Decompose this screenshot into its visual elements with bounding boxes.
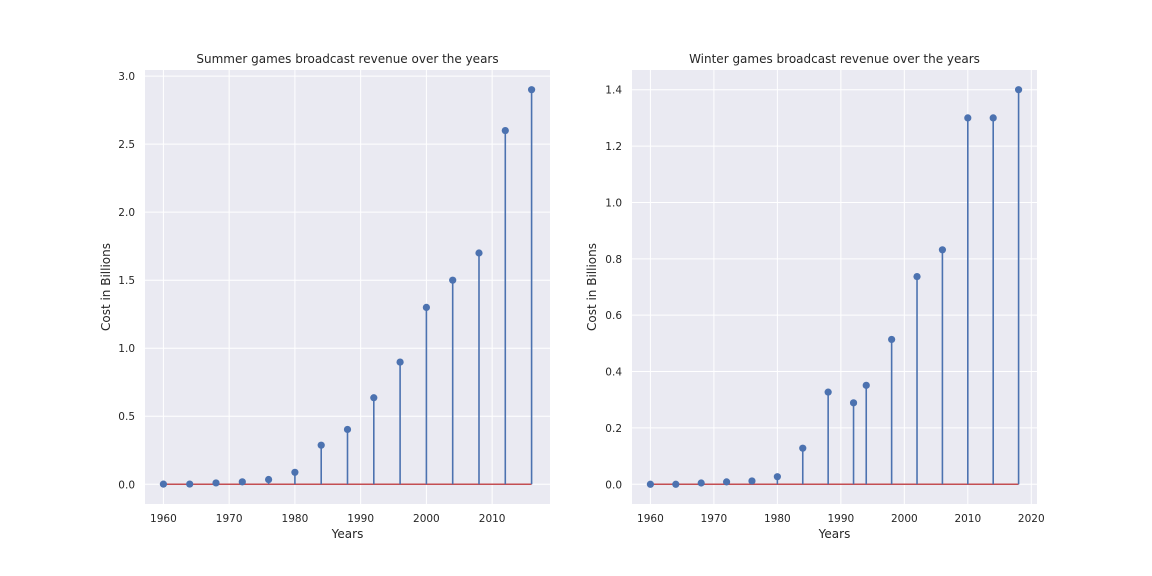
x-tick-label: 2000 xyxy=(413,513,440,525)
x-tick-label: 2020 xyxy=(1018,513,1045,525)
data-point xyxy=(849,399,858,407)
x-tick-label: 1990 xyxy=(347,513,374,525)
x-tick-label: 2010 xyxy=(954,513,981,525)
data-point xyxy=(1014,86,1023,94)
data-point xyxy=(646,480,655,488)
data-point xyxy=(501,126,509,135)
y-tick-label: 1.0 xyxy=(605,197,622,209)
data-point xyxy=(722,478,731,486)
data-point xyxy=(265,475,273,484)
data-point xyxy=(964,114,972,122)
y-tick-label: 1.0 xyxy=(118,343,135,355)
data-point xyxy=(422,303,430,312)
data-point xyxy=(799,444,807,452)
data-point xyxy=(824,388,832,396)
x-tick-label: 1990 xyxy=(827,513,854,525)
y-tick-label: 3.0 xyxy=(118,71,135,83)
x-tick-label: 2010 xyxy=(479,513,506,525)
x-tick-label: 1970 xyxy=(216,513,243,525)
y-axis-label: Cost in Billions xyxy=(99,243,113,331)
data-point xyxy=(212,479,220,487)
data-point xyxy=(697,479,705,487)
y-tick-label: 0.6 xyxy=(605,310,622,322)
chart-title: Summer games broadcast revenue over the … xyxy=(196,52,498,66)
x-tick-label: 2000 xyxy=(891,513,918,525)
data-point xyxy=(343,425,352,434)
data-point xyxy=(317,441,325,449)
y-tick-label: 1.5 xyxy=(118,275,135,287)
x-tick-label: 1970 xyxy=(701,513,728,525)
summer-revenue-chart: 1960 1970 1980 1990 2000 2010 0.0 0.5 1.0 1.5 2.0… xyxy=(99,52,550,541)
y-tick-label: 1.4 xyxy=(605,85,622,97)
x-tick-labels: 1960 1970 1980 1990 2000 2010 xyxy=(150,513,505,525)
y-tick-label: 0.0 xyxy=(118,479,135,491)
y-tick-labels: 0.0 0.2 0.4 0.6 0.8 1.0 1.2 1.4 xyxy=(605,85,622,492)
data-point xyxy=(773,473,781,481)
y-tick-label: 0.2 xyxy=(605,423,622,435)
data-point xyxy=(475,249,483,257)
data-point xyxy=(186,480,194,488)
x-tick-label: 1980 xyxy=(764,513,791,525)
data-point xyxy=(888,335,896,344)
data-point xyxy=(527,86,536,94)
data-point xyxy=(238,478,246,486)
x-axis-label: Years xyxy=(818,527,851,541)
x-tick-label: 1980 xyxy=(282,513,309,525)
stems xyxy=(159,86,536,488)
x-tick-labels: 1960 1970 1980 1990 2000 2010 2020 xyxy=(637,513,1045,525)
data-point xyxy=(748,477,756,485)
y-tick-label: 2.0 xyxy=(118,207,135,219)
y-tick-label: 1.2 xyxy=(605,141,622,153)
data-point xyxy=(938,246,947,254)
y-tick-label: 0.5 xyxy=(118,411,135,423)
y-tick-label: 0.8 xyxy=(605,254,622,266)
stems xyxy=(646,86,1023,488)
chart-title: Winter games broadcast revenue over the … xyxy=(689,52,980,66)
data-point xyxy=(862,381,870,389)
x-tick-label: 1960 xyxy=(637,513,664,525)
data-point xyxy=(672,480,680,488)
winter-revenue-chart: 1960 1970 1980 1990 2000 2010 2020 0.00.20.40.… xyxy=(585,52,1045,541)
data-point xyxy=(989,114,997,122)
data-point xyxy=(449,276,457,284)
y-axis-label: Cost in Billions xyxy=(585,243,599,331)
data-point xyxy=(913,272,921,281)
plot-area xyxy=(632,70,1037,504)
y-tick-label: 0.0 xyxy=(605,479,622,491)
data-point xyxy=(370,394,378,402)
data-point xyxy=(396,358,404,366)
x-tick-label: 1960 xyxy=(150,513,177,525)
grid xyxy=(145,70,550,504)
y-tick-labels: 0.0 0.5 1.0 1.5 2.0 2.5 3.0 xyxy=(118,71,135,491)
data-point xyxy=(291,468,299,476)
data-point xyxy=(159,480,168,488)
x-axis-label: Years xyxy=(331,527,364,541)
y-tick-label: 2.5 xyxy=(118,139,135,151)
y-tick-label: 0.4 xyxy=(605,367,622,379)
